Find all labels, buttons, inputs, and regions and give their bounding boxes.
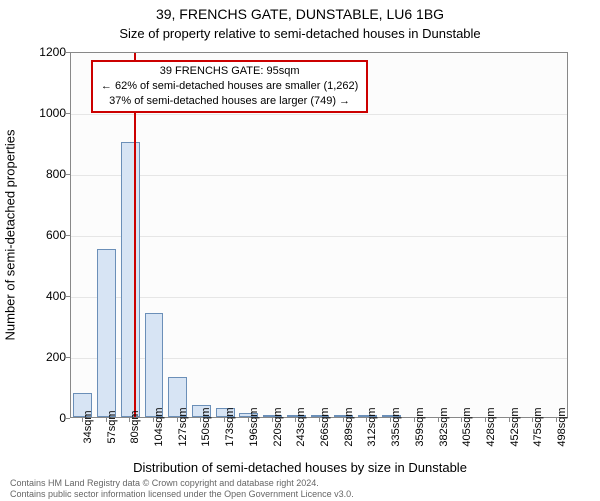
legend-line-1: 39 FRENCHS GATE: 95sqm [101,64,358,79]
histogram-bar [121,142,140,417]
x-tick-label: 359sqm [414,407,426,446]
y-tick-mark [66,296,70,297]
x-tick-label: 335sqm [390,407,402,446]
x-tick-label: 405sqm [461,407,473,446]
histogram-bar [145,313,164,417]
y-axis-label: Number of semi-detached properties [3,130,18,341]
gridline [71,297,567,298]
x-tick-label: 475sqm [532,407,544,446]
y-tick-mark [66,113,70,114]
x-tick-label: 80sqm [129,410,141,443]
plot-area: 39 FRENCHS GATE: 95sqm ← 62% of semi-det… [70,52,568,418]
y-tick-label: 1200 [26,45,66,59]
x-tick-label: 266sqm [319,407,331,446]
gridline [71,236,567,237]
x-tick-label: 428sqm [485,407,497,446]
histogram-bar [97,249,116,417]
legend-line-3: 37% of semi-detached houses are larger (… [101,94,358,109]
property-size-chart: 39, FRENCHS GATE, DUNSTABLE, LU6 1BG Siz… [0,0,600,500]
x-tick-label: 498sqm [556,407,568,446]
x-tick-label: 312sqm [366,407,378,446]
gridline [71,114,567,115]
x-tick-label: 243sqm [295,407,307,446]
y-tick-label: 600 [26,228,66,242]
x-tick-label: 104sqm [153,407,165,446]
x-tick-label: 150sqm [200,407,212,446]
x-tick-label: 196sqm [248,407,260,446]
footer-line-2: Contains public sector information licen… [10,489,354,500]
x-tick-label: 57sqm [106,410,118,443]
x-tick-label: 220sqm [272,407,284,446]
footer-line-1: Contains HM Land Registry data © Crown c… [10,478,354,489]
y-tick-mark [66,357,70,358]
footer-attribution: Contains HM Land Registry data © Crown c… [10,478,354,501]
y-tick-label: 200 [26,350,66,364]
y-tick-label: 400 [26,289,66,303]
x-axis-label: Distribution of semi-detached houses by … [0,460,600,475]
x-tick-label: 34sqm [82,410,94,443]
x-tick-label: 382sqm [438,407,450,446]
legend-line-2: ← 62% of semi-detached houses are smalle… [101,79,358,94]
legend-box: 39 FRENCHS GATE: 95sqm ← 62% of semi-det… [91,60,368,113]
x-tick-label: 452sqm [509,407,521,446]
x-tick-label: 127sqm [177,407,189,446]
y-tick-mark [66,52,70,53]
y-tick-label: 1000 [26,106,66,120]
y-tick-label: 800 [26,167,66,181]
chart-title-main: 39, FRENCHS GATE, DUNSTABLE, LU6 1BG [0,6,600,22]
x-tick-label: 173sqm [224,407,236,446]
y-tick-mark [66,418,70,419]
gridline [71,175,567,176]
x-tick-label: 289sqm [343,407,355,446]
y-tick-mark [66,235,70,236]
y-tick-mark [66,174,70,175]
chart-title-sub: Size of property relative to semi-detach… [0,26,600,41]
y-tick-label: 0 [26,411,66,425]
